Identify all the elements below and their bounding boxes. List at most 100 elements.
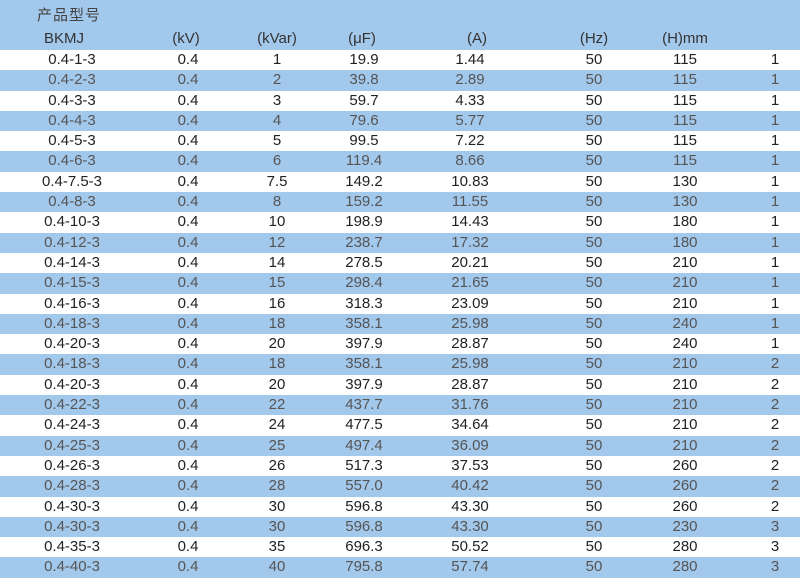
cell-height: 115	[673, 111, 697, 129]
cell-current: 11.55	[451, 193, 489, 211]
cell-capacity: 8	[272, 193, 282, 211]
cell-current: 23.09	[451, 294, 489, 312]
header-height: (H)mm	[662, 30, 708, 47]
cell-capacity: 14	[268, 253, 286, 271]
cell-capacitance: 59.7	[349, 91, 379, 109]
cell-model: 0.4-20-3	[44, 375, 100, 393]
cell-frequency: 50	[585, 558, 603, 576]
cell-voltage: 0.4	[177, 274, 199, 292]
cell-count: 1	[770, 314, 780, 332]
cell-height: 180	[672, 233, 698, 251]
cell-model: 0.4-22-3	[44, 396, 100, 414]
cell-current: 14.43	[451, 213, 489, 231]
table-row: 0.4-12-3 0.4 12 238.7 17.32 50 180 1	[0, 232, 800, 253]
table-row: 0.4-20-3 0.4 20 397.9 28.87 50 240 1	[0, 334, 800, 354]
table-row: 0.4-2-3 0.4 2 39.8 2.89 50 115 1	[0, 70, 800, 91]
cell-capacitance: 119.4	[345, 152, 383, 170]
cell-frequency: 50	[585, 314, 603, 332]
cell-capacitance: 596.8	[345, 517, 383, 535]
table-header: 产品型号 BKMJ (kV) (kVar) (μF) (A) (Hz) (H)m…	[0, 0, 800, 50]
cell-frequency: 50	[585, 253, 603, 271]
cell-count: 3	[770, 538, 780, 556]
cell-frequency: 50	[585, 396, 603, 414]
cell-capacity: 10	[268, 213, 286, 231]
table-row: 0.4-7.5-3 0.4 7.5 149.2 10.83 50 130 1	[0, 172, 800, 192]
cell-height: 240	[672, 314, 698, 332]
cell-model: 0.4-18-3	[44, 355, 100, 373]
cell-height: 210	[672, 375, 698, 393]
cell-voltage: 0.4	[177, 213, 199, 231]
cell-voltage: 0.4	[177, 497, 199, 515]
cell-current: 31.76	[451, 396, 489, 414]
cell-current: 21.65	[451, 274, 489, 292]
cell-model: 0.4-28-3	[44, 477, 100, 495]
table-row: 0.4-26-3 0.4 26 517.3 37.53 50 260 2	[0, 456, 800, 476]
cell-capacity: 18	[268, 355, 286, 373]
cell-current: 34.64	[451, 416, 489, 434]
cell-height: 115	[673, 91, 697, 109]
cell-current: 40.42	[451, 477, 489, 495]
header-capacity: (kVar)	[257, 30, 297, 47]
table-row: 0.4-22-3 0.4 22 437.7 31.76 50 210 2	[0, 395, 800, 416]
table-row: 0.4-3-3 0.4 3 59.7 4.33 50 115 1	[0, 91, 800, 111]
cell-model: 0.4-8-3	[48, 193, 96, 211]
cell-capacitance: 318.3	[345, 294, 383, 312]
cell-model: 0.4-15-3	[44, 274, 100, 292]
table-row: 0.4-30-3 0.4 30 596.8 43.30 50 230 3	[0, 516, 800, 538]
cell-count: 1	[770, 152, 780, 170]
cell-current: 43.30	[451, 517, 489, 535]
cell-model: 0.4-7.5-3	[41, 172, 103, 190]
cell-count: 1	[770, 132, 780, 150]
cell-current: 17.32	[451, 233, 489, 251]
cell-voltage: 0.4	[177, 517, 199, 535]
cell-current: 1.44	[455, 51, 485, 68]
table-row: 0.4-40-3 0.4 40 795.8 57.74 50 280 3	[0, 557, 800, 578]
cell-model: 0.4-3-3	[48, 91, 96, 109]
cell-capacitance: 79.6	[349, 111, 379, 129]
cell-model: 0.4-12-3	[44, 233, 100, 251]
cell-current: 25.98	[451, 314, 489, 332]
cell-capacity: 16	[268, 294, 286, 312]
table-row: 0.4-16-3 0.4 16 318.3 23.09 50 210 1	[0, 294, 800, 314]
cell-capacitance: 795.8	[345, 558, 383, 576]
cell-voltage: 0.4	[177, 172, 199, 190]
cell-voltage: 0.4	[177, 91, 199, 109]
cell-current: 2.89	[455, 71, 485, 89]
cell-current: 25.98	[451, 355, 489, 373]
table-row: 0.4-20-3 0.4 20 397.9 28.87 50 210 2	[0, 375, 800, 395]
cell-voltage: 0.4	[177, 538, 199, 556]
cell-model: 0.4-30-3	[44, 517, 100, 535]
cell-capacitance: 159.2	[345, 193, 383, 211]
cell-capacitance: 497.4	[345, 436, 383, 454]
table-row: 0.4-14-3 0.4 14 278.5 20.21 50 210 1	[0, 253, 800, 273]
cell-capacitance: 99.5	[349, 132, 379, 150]
cell-frequency: 50	[585, 416, 603, 434]
cell-voltage: 0.4	[177, 335, 199, 353]
cell-count: 3	[770, 558, 780, 576]
cell-capacity: 4	[272, 111, 282, 129]
cell-voltage: 0.4	[177, 152, 199, 170]
cell-model: 0.4-35-3	[44, 538, 100, 556]
cell-voltage: 0.4	[177, 416, 199, 434]
table-body: 0.4-1-3 0.4 1 19.9 1.44 50 115 1 0.4-2-3 0.4 2 39.8…	[0, 50, 800, 578]
cell-model: 0.4-10-3	[44, 213, 100, 231]
cell-count: 1	[770, 233, 780, 251]
header-model: BKMJ	[43, 30, 85, 47]
cell-height: 210	[672, 253, 698, 271]
cell-current: 57.74	[451, 558, 489, 576]
cell-model: 0.4-40-3	[44, 558, 100, 576]
cell-count: 2	[770, 396, 780, 414]
cell-current: 28.87	[451, 335, 489, 353]
cell-capacity: 15	[268, 274, 286, 292]
cell-capacity: 28	[268, 477, 286, 495]
cell-voltage: 0.4	[177, 375, 199, 393]
cell-frequency: 50	[585, 375, 603, 393]
cell-current: 10.83	[451, 172, 489, 190]
cell-voltage: 0.4	[177, 396, 199, 414]
cell-count: 1	[770, 253, 780, 271]
cell-frequency: 50	[585, 233, 603, 251]
table-row: 0.4-5-3 0.4 5 99.5 7.22 50 115 1	[0, 131, 800, 151]
cell-frequency: 50	[585, 477, 603, 495]
cell-frequency: 50	[585, 51, 603, 68]
